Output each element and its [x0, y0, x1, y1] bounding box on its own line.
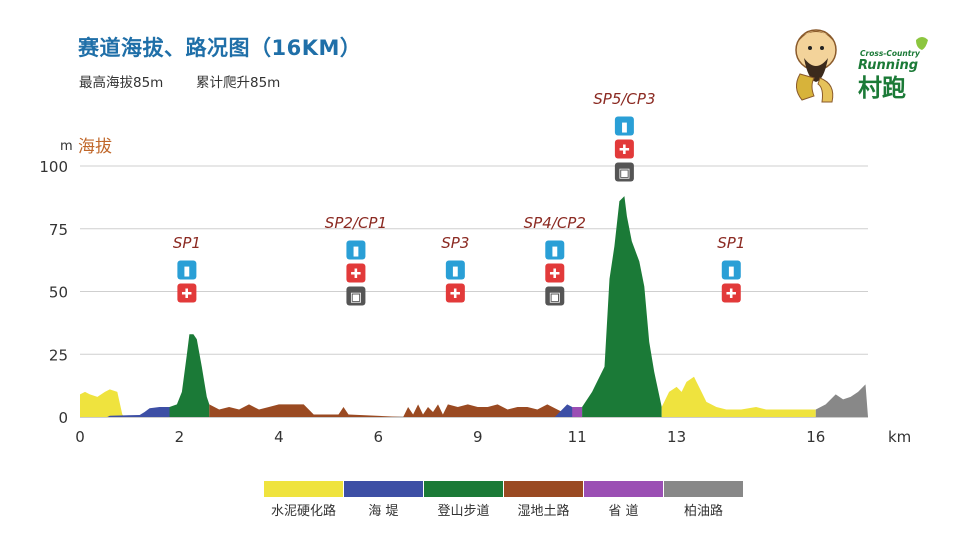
cunpao-logo: Cross-Country Running 村跑	[795, 29, 928, 103]
total-climb-text: 累计爬升85m	[196, 75, 281, 91]
y-tick-label: 100	[39, 158, 68, 176]
legend-label: 省 道	[608, 504, 639, 519]
legend-label: 登山步道	[437, 504, 490, 519]
water-icon-glyph: ▮	[352, 244, 359, 259]
elevation-segment	[169, 334, 210, 417]
chart-title: 赛道海拔、路况图（16KM）	[78, 36, 362, 60]
elevation-segment	[815, 384, 868, 417]
checkpoint-icon-glyph: ▣	[618, 166, 630, 181]
y-tick-label: 25	[49, 346, 68, 364]
station-label: SP1	[173, 234, 201, 252]
legend-item: 水泥硬化路	[264, 481, 343, 519]
legend-label: 水泥硬化路	[270, 504, 336, 519]
legend-item: 省 道	[584, 481, 663, 519]
station-label: SP2/CP1	[325, 214, 387, 232]
elevation-segment	[582, 196, 662, 417]
station-label: SP1	[717, 234, 745, 252]
medical-icon-glyph: ✚	[619, 143, 630, 158]
y-tick-label: 50	[49, 284, 68, 302]
water-icon	[721, 260, 741, 280]
x-unit-label: km	[888, 428, 911, 446]
water-icon-glyph: ▮	[551, 244, 558, 259]
checkpoint-icon-glyph: ▣	[350, 290, 362, 305]
water-icon-glyph: ▮	[452, 264, 459, 279]
elevation-segment	[661, 376, 816, 417]
medical-icon	[721, 283, 741, 303]
legend-swatch	[344, 481, 423, 497]
water-icon	[445, 260, 465, 280]
checkpoint-icon-glyph: ▣	[549, 290, 561, 305]
checkpoint-icon	[614, 162, 634, 182]
y-unit-label: m	[60, 139, 73, 154]
logo-text-running: Running	[858, 58, 918, 73]
medical-icon-glyph: ✚	[549, 267, 560, 282]
legend-label: 海 堤	[368, 504, 399, 519]
legend-item: 柏油路	[664, 481, 743, 519]
checkpoint-icon	[545, 286, 565, 306]
legend-item: 湿地土路	[504, 481, 583, 519]
x-tick-label: 0	[75, 428, 85, 446]
legend-item: 海 堤	[344, 481, 423, 519]
water-icon-glyph: ▮	[621, 120, 628, 135]
x-tick-label: 9	[473, 428, 483, 446]
elevation-segment	[209, 404, 568, 417]
legend-label: 湿地土路	[517, 504, 570, 519]
x-tick-label: 16	[806, 428, 825, 446]
water-icon	[346, 240, 366, 260]
x-tick-label: 11	[568, 428, 587, 446]
water-icon-glyph: ▮	[183, 264, 190, 279]
elevation-areas	[80, 196, 868, 417]
road-type-legend: 水泥硬化路 海 堤 登山步道 湿地土路 省 道 柏油路	[264, 481, 744, 519]
medical-icon	[346, 263, 366, 283]
water-icon	[545, 240, 565, 260]
logo-text-cn: 村跑	[858, 74, 906, 102]
logo-text-small: Cross-Country	[860, 49, 921, 58]
checkpoint-icon	[346, 286, 366, 306]
station-label: SP3	[441, 234, 469, 252]
y-axis-title: 海拔	[78, 137, 112, 157]
station-label: SP5/CP3	[593, 90, 655, 108]
y-tick-label: 75	[49, 221, 68, 239]
medical-icon-glyph: ✚	[726, 287, 737, 302]
max-elevation-text: 最高海拔85m	[79, 75, 164, 91]
elevation-segment	[80, 389, 125, 417]
medical-icon-glyph: ✚	[181, 287, 192, 302]
water-icon-glyph: ▮	[728, 264, 735, 279]
station-label: SP4/CP2	[524, 214, 586, 232]
legend-swatch	[584, 481, 663, 497]
elevation-segment	[554, 404, 578, 417]
water-icon	[177, 260, 197, 280]
medical-icon	[177, 283, 197, 303]
x-tick-label: 6	[374, 428, 384, 446]
elevation-chart: m 海拔 km 0 25 50 75 100 0 2 4 6 9 11 13 16 SP1 ▮ ✚ SP2/C…	[39, 90, 911, 446]
water-icon	[614, 116, 634, 136]
elevation-segment	[107, 407, 170, 417]
supply-stations: SP1 ▮ ✚ SP2/CP1 ▮ ✚ ▣ SP3 ▮ ✚ SP4/CP2 ▮ ✚ ▣ SP5/CP3 ▮ ✚ ▣…	[173, 90, 745, 306]
medical-icon	[614, 139, 634, 159]
x-tick-label: 4	[274, 428, 284, 446]
medical-icon	[445, 283, 465, 303]
legend-swatch	[264, 481, 343, 497]
x-tick-label: 13	[667, 428, 686, 446]
medical-icon	[545, 263, 565, 283]
medical-icon-glyph: ✚	[450, 287, 461, 302]
legend-item: 登山步道	[424, 481, 503, 519]
legend-label: 柏油路	[683, 504, 723, 519]
legend-swatch	[664, 481, 743, 497]
medical-icon-glyph: ✚	[350, 267, 361, 282]
axis-ticks: 0 25 50 75 100 0 2 4 6 9 11 13 16	[39, 158, 825, 446]
legend-swatch	[504, 481, 583, 497]
x-tick-label: 2	[175, 428, 185, 446]
y-tick-label: 0	[58, 409, 68, 427]
legend-swatch	[424, 481, 503, 497]
elevation-segment	[572, 407, 583, 417]
